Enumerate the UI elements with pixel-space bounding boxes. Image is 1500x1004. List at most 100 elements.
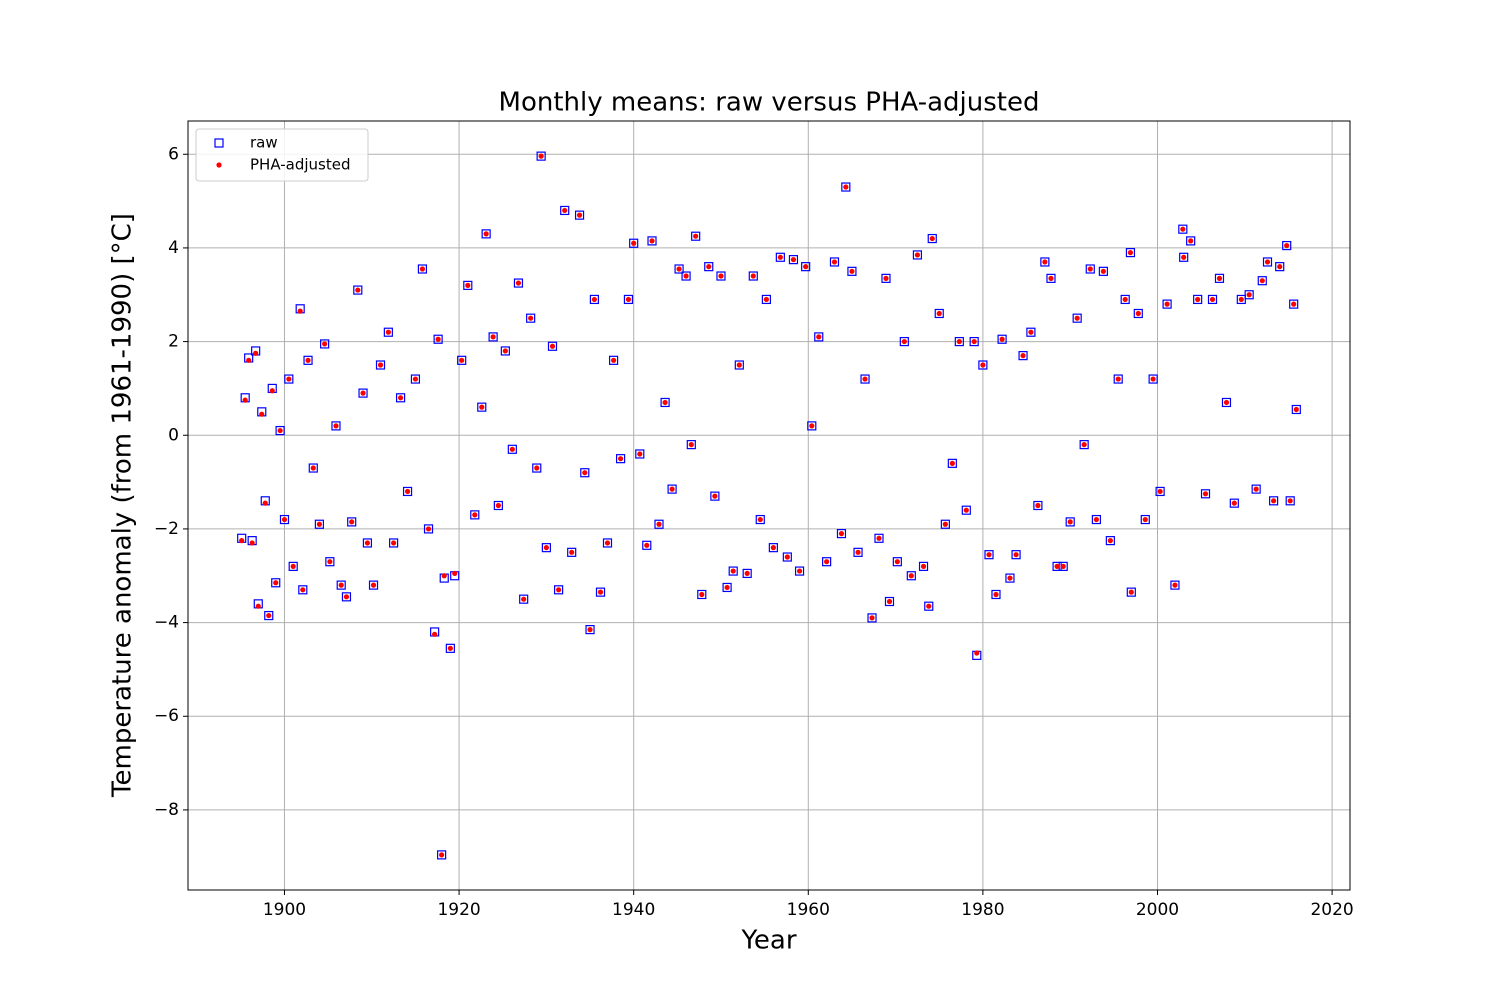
raw-point [642,540,652,550]
raw-point [1026,327,1036,337]
raw-point [595,587,606,597]
raw-point [1011,550,1021,560]
adjusted-point [1107,538,1113,544]
adjusted-point [1007,575,1013,581]
adjusted-point [1188,238,1194,244]
raw-point [1251,484,1261,494]
adjusted-point [993,591,999,598]
adjusted-point [750,273,756,279]
legend-marker [216,162,222,168]
raw-point [691,231,701,241]
adjusted-point [490,334,496,340]
adjusted-point [724,584,730,591]
adjusted-point [617,456,624,462]
raw-point [934,308,944,319]
adjusted-point [1013,552,1019,558]
adjusted-point [1291,301,1297,307]
raw-point [728,566,738,576]
adjusted-point [1202,491,1209,497]
adjusted-point [1067,519,1073,525]
raw-point [742,568,752,579]
raw-point [560,205,570,216]
adjusted-point [699,591,705,598]
raw-point [1018,351,1028,361]
adjusted-point [908,573,914,579]
raw-point [375,360,386,370]
adjusted-point [901,338,907,345]
adjusted-point [432,631,438,637]
adjusted-point [974,650,980,656]
raw-point [768,543,778,553]
adjusted-point [712,493,718,499]
raw-point [470,510,480,520]
adjusted-point [777,254,783,260]
adjusted-point [706,264,712,270]
y-tick-label: −4 [154,613,179,633]
raw-point [567,547,577,557]
adjusted-point [1020,353,1026,359]
raw-point [477,402,487,412]
raw-point [1244,290,1254,300]
raw-point [1229,498,1239,508]
axes-frame [187,120,1351,891]
adjusted-point [1164,301,1170,307]
adjusted-point [562,207,568,214]
raw-point [519,594,529,604]
adjusted-point [441,573,447,579]
raw-point [1040,257,1050,267]
y-tick-label: 6 [168,144,179,164]
raw-point [284,374,294,384]
raw-point [775,252,785,262]
adjusted-point [327,559,333,565]
raw-point [841,182,851,192]
raw-point [710,491,720,501]
adjusted-point [255,603,261,609]
raw-point [874,533,884,543]
adjusted-point [281,516,288,523]
raw-point [609,355,619,365]
adjusted-point [355,287,361,293]
adjusted-point [1035,502,1041,509]
raw-point [1275,262,1285,272]
adjusted-point [269,388,275,394]
raw-point [388,538,399,548]
raw-point [660,397,670,408]
adjusted-point [1271,498,1277,504]
raw-point [940,519,950,529]
adjusted-point [465,282,471,288]
adjusted-point [1150,376,1156,382]
raw-point [978,360,988,370]
adjusted-point [869,615,875,621]
adjusted-point [669,486,675,492]
raw-point [927,233,937,244]
raw-point [867,613,877,623]
adjusted-point [262,500,268,506]
raw-point [667,484,677,494]
adjusted-point [249,540,255,546]
x-tick-label: 1980 [961,900,1004,920]
raw-point [554,585,564,595]
adjusted-point [824,559,830,565]
raw-point [488,332,498,342]
raw-point [574,210,585,220]
y-tick-label: −2 [154,519,179,539]
raw-point [275,425,285,436]
adjusted-point [447,645,453,651]
adjusted-point [310,465,316,471]
raw-point [1179,252,1189,262]
adjusted-point [242,397,248,403]
adjusted-point [472,512,478,518]
grid [188,121,1350,890]
adjusted-point [397,395,404,401]
raw-point [353,285,363,295]
raw-point [288,561,298,571]
adjusted-point [796,568,803,574]
adjusted-point [1048,275,1054,281]
adjusted-point [920,563,927,569]
raw-point [1289,299,1299,309]
adjusted-point [333,423,339,429]
adjusted-point [538,153,544,159]
adjusted-point [744,570,750,577]
raw-point [1072,313,1082,323]
